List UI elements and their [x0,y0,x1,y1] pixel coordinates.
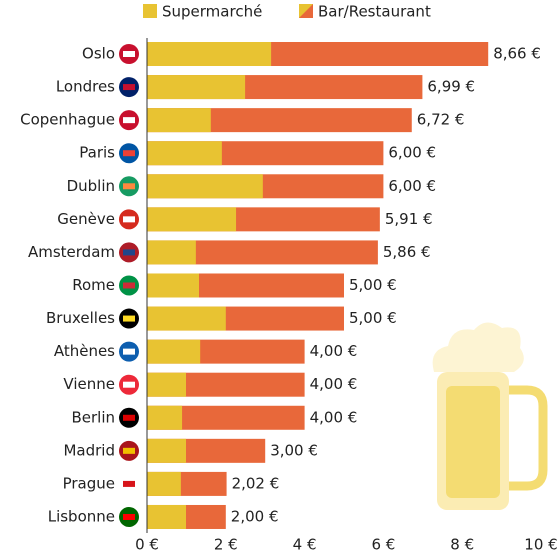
legend-swatch [299,4,313,18]
bar [147,471,181,496]
x-tick-label: 10 € [524,536,557,553]
legend-swatch [143,4,157,18]
bar [147,405,183,430]
value-label: 5,86 € [383,243,431,261]
flag [123,51,135,57]
flag [123,216,135,223]
y-tick-label: Bruxelles [46,309,115,327]
bar [147,339,201,364]
y-tick-label: Lisbonne [48,507,115,525]
flag [123,414,135,421]
x-tick-label: 8 € [450,536,474,553]
flag [123,150,135,157]
value-label: 6,00 € [388,177,436,195]
bar [147,504,187,529]
bar [147,240,378,265]
bar [147,372,187,397]
value-label: 5,00 € [349,309,397,327]
bar [147,240,196,265]
y-tick-label: Paris [79,144,115,162]
y-tick-label: Dublin [67,177,115,195]
value-label: 5,00 € [349,276,397,294]
flag [123,381,135,388]
value-label: 8,66 € [493,45,541,63]
value-label: 2,02 € [232,474,280,492]
flag [123,84,135,91]
value-label: 6,99 € [427,78,475,96]
flag [123,513,135,520]
y-tick-label: Copenhague [20,111,115,129]
bar [147,108,211,133]
flag [123,348,135,355]
bar [147,207,237,232]
y-tick-label: Berlin [71,408,115,426]
value-label: 6,00 € [388,144,436,162]
bar [147,75,246,100]
x-tick-label: 0 € [135,536,159,553]
x-tick-label: 4 € [293,536,317,553]
value-label: 2,00 € [231,507,279,525]
flag [123,183,135,190]
value-label: 4,00 € [310,342,358,360]
y-tick-label: Madrid [63,441,115,459]
bar [147,42,272,66]
y-tick-label: Vienne [63,375,115,393]
y-tick-label: Londres [56,78,115,96]
bar [147,273,200,298]
y-tick-label: Rome [72,276,115,294]
value-label: 3,00 € [270,441,318,459]
beer-mug [432,322,548,510]
bar [147,438,187,463]
value-label: 4,00 € [310,375,358,393]
value-label: 5,91 € [385,210,433,228]
legend-label: Bar/Restaurant [318,3,431,21]
bar [147,306,226,331]
y-tick-label: Oslo [82,45,115,63]
flag [123,480,135,487]
x-tick-label: 2 € [214,536,238,553]
bar [147,174,263,199]
flag [123,117,135,124]
flag [123,315,135,322]
y-tick-label: Genève [57,210,115,228]
value-label: 4,00 € [310,408,358,426]
legend-label: Supermarché [162,3,262,21]
flag [123,282,135,289]
y-tick-label: Prague [63,474,115,492]
x-tick-label: 6 € [371,536,395,553]
y-tick-label: Amsterdam [28,243,115,261]
bar [147,141,222,166]
flag [123,249,135,256]
flag [123,447,135,454]
y-tick-label: Athènes [54,342,115,360]
value-label: 6,72 € [417,111,465,129]
